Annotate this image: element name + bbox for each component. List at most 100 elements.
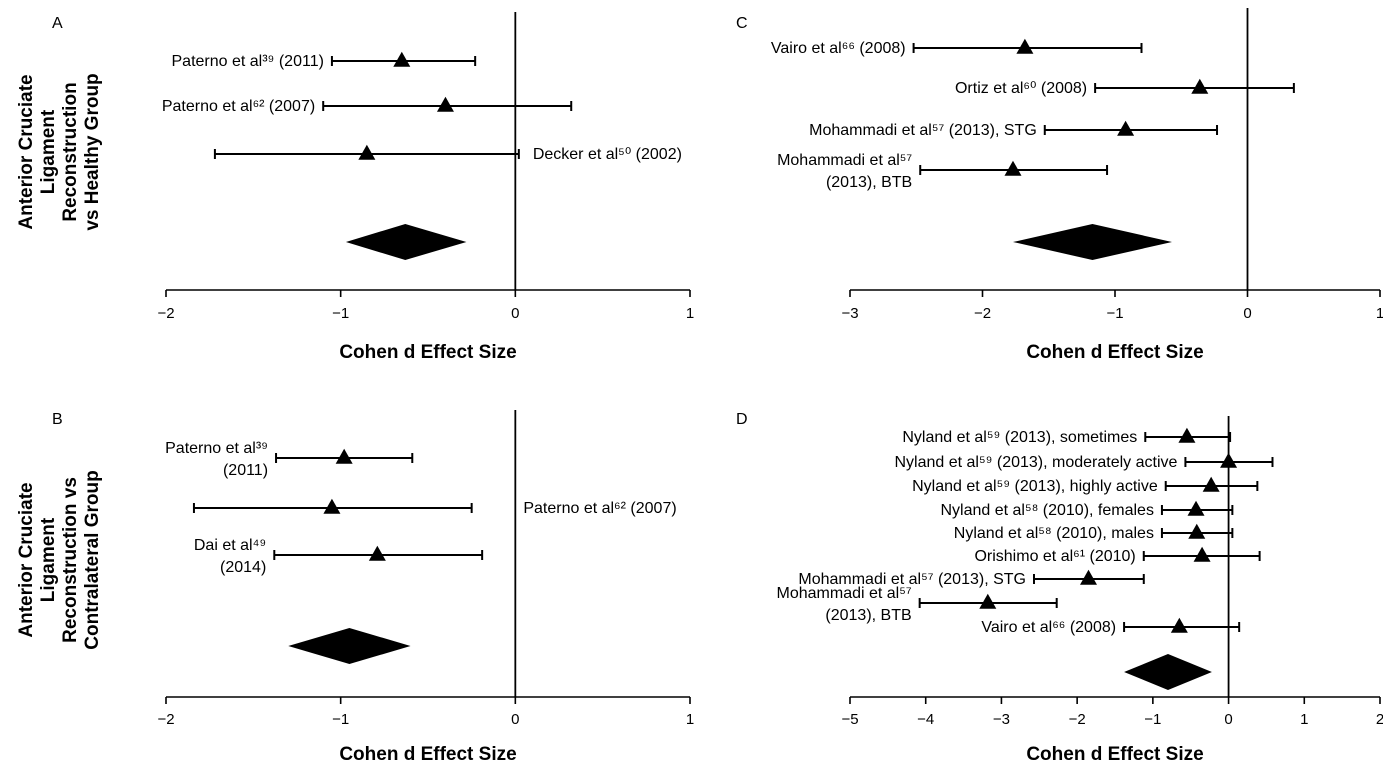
study-label: (2013), BTB [825, 607, 911, 624]
x-tick-label: −1 [332, 305, 349, 322]
study-label: Paterno et al³⁹ (2011) [172, 53, 324, 70]
effect-marker [1187, 500, 1205, 516]
effect-marker [1191, 78, 1209, 94]
effect-marker [1178, 427, 1196, 443]
x-tick-label: −2 [157, 305, 174, 322]
study-label: Mohammadi et al⁵⁷ [777, 585, 912, 602]
study-row: Nyland et al⁵⁸ (2010), females [940, 500, 1234, 519]
study-row: Dai et al⁴⁹ (2014) [194, 537, 484, 576]
effect-marker [335, 448, 353, 464]
study-row: Ortiz et al⁶⁰ (2008) [955, 78, 1295, 97]
x-tick-label: −3 [841, 305, 858, 322]
study-row: Mohammadi et al⁵⁷ (2013), BTB [777, 585, 1058, 624]
panel-letter: A [52, 15, 63, 32]
study-label: Vairo et al⁶⁶ (2008) [981, 619, 1116, 636]
effect-marker [1004, 160, 1022, 176]
row-label-bottom-line-2: Ligament [38, 517, 59, 602]
panel-letter: D [736, 411, 748, 428]
x-tick-label: −1 [1144, 711, 1161, 728]
x-tick-label: −2 [1069, 711, 1086, 728]
panel-letter: B [52, 411, 63, 428]
x-tick-label: −4 [917, 711, 934, 728]
effect-marker [1193, 546, 1211, 562]
study-row: Orishimo et al⁶¹ (2010) [974, 546, 1261, 565]
row-label-bottom-line-1: Anterior Cruciate [16, 482, 37, 637]
pooled-diamond [1124, 654, 1212, 690]
pooled-diamond [1012, 224, 1172, 260]
study-label: Dai et al⁴⁹ [194, 537, 266, 554]
panel-a: A −2 −1 0 1 Cohen d Effect Size Paterno et al³… [52, 12, 694, 363]
effect-marker [1117, 120, 1135, 136]
x-axis-label: Cohen d Effect Size [339, 744, 516, 765]
row-label-bottom-line-4: Contralateral Group [82, 470, 103, 649]
study-label: Nyland et al⁵⁸ (2010), females [940, 502, 1153, 519]
row-label-top-line-2: Ligament [38, 109, 59, 194]
effect-marker [1170, 617, 1188, 633]
effect-marker [979, 593, 997, 609]
study-label: Nyland et al⁵⁹ (2013), moderately active [894, 454, 1177, 471]
study-row: Decker et al⁵⁰ (2002) [213, 144, 682, 163]
effect-marker [358, 144, 376, 160]
row-label-top-line-3: Reconstruction [60, 82, 81, 221]
effect-marker [1202, 476, 1220, 492]
study-row: Nyland et al⁵⁸ (2010), males [954, 523, 1234, 542]
x-tick-label: 1 [1300, 711, 1308, 728]
effect-marker [393, 51, 411, 67]
study-row: Nyland et al⁵⁹ (2013), sometimes [902, 427, 1232, 446]
study-label: Paterno et al⁶² (2007) [523, 500, 676, 517]
x-tick-label: 0 [1224, 711, 1232, 728]
x-tick-label: 0 [1243, 305, 1251, 322]
x-tick-label: 1 [686, 711, 694, 728]
row-label-bottom: Anterior Cruciate Ligament Reconstructio… [16, 470, 103, 649]
study-row: Mohammadi et al⁵⁷ (2013), STG [809, 120, 1219, 139]
row-label-bottom-line-3: Reconstruction vs [60, 477, 81, 643]
study-row: Nyland et al⁵⁹ (2013), moderately active [894, 452, 1274, 471]
pooled-diamond [288, 628, 411, 664]
study-label: Orishimo et al⁶¹ (2010) [974, 548, 1135, 565]
study-row: Paterno et al⁶² (2007) [192, 498, 677, 517]
x-tick-label: −1 [1106, 305, 1123, 322]
study-label: Mohammadi et al⁵⁷ [777, 152, 912, 169]
effect-marker [323, 498, 341, 514]
effect-marker [1016, 38, 1034, 54]
study-label: Decker et al⁵⁰ (2002) [533, 146, 682, 163]
study-row: Paterno et al³⁹ (2011) [172, 51, 477, 70]
panel-letter: C [736, 15, 748, 32]
x-tick-label: −3 [993, 711, 1010, 728]
x-tick-label: 2 [1376, 711, 1383, 728]
row-label-top-line-1: Anterior Cruciate [16, 74, 37, 229]
study-label: Nyland et al⁵⁹ (2013), sometimes [902, 429, 1137, 446]
effect-marker [1188, 523, 1206, 539]
effect-marker [436, 96, 454, 112]
x-tick-label: −2 [974, 305, 991, 322]
study-row: Vairo et al⁶⁶ (2008) [771, 38, 1143, 57]
study-row: Mohammadi et al⁵⁷ (2013), BTB [777, 152, 1109, 191]
study-label: Paterno et al³⁹ [165, 440, 268, 457]
study-label: Mohammadi et al⁵⁷ (2013), STG [798, 571, 1026, 588]
study-label: Paterno et al⁶² (2007) [162, 98, 315, 115]
panel-b: B −2 −1 0 1 Cohen d Effect Size Paterno et al³… [52, 410, 694, 765]
effect-marker [368, 545, 386, 561]
effect-marker [1080, 569, 1097, 585]
study-label: (2014) [220, 559, 266, 576]
row-label-top-line-4: vs Healthy Group [82, 73, 103, 230]
study-label: (2011) [223, 462, 268, 479]
row-label-top: Anterior Cruciate Ligament Reconstructio… [16, 73, 103, 230]
study-label: Mohammadi et al⁵⁷ (2013), STG [809, 122, 1037, 139]
study-row: Nyland et al⁵⁹ (2013), highly active [912, 476, 1259, 495]
effect-marker [1220, 452, 1238, 468]
pooled-diamond [345, 224, 467, 260]
x-tick-label: 0 [511, 305, 519, 322]
study-row: Paterno et al⁶² (2007) [162, 96, 573, 115]
panel-c: C −3 −2 −1 0 1 Cohen d Effect Size Vairo et al⁶… [736, 8, 1383, 363]
study-row: Paterno et al³⁹ (2011) [165, 440, 414, 479]
x-tick-label: −5 [841, 711, 858, 728]
x-tick-label: 1 [1376, 305, 1383, 322]
study-label: Ortiz et al⁶⁰ (2008) [955, 80, 1087, 97]
study-label: Vairo et al⁶⁶ (2008) [771, 40, 906, 57]
x-tick-label: −1 [332, 711, 349, 728]
study-label: Nyland et al⁵⁹ (2013), highly active [912, 478, 1158, 495]
x-tick-label: −2 [157, 711, 174, 728]
study-label: (2013), BTB [826, 174, 912, 191]
